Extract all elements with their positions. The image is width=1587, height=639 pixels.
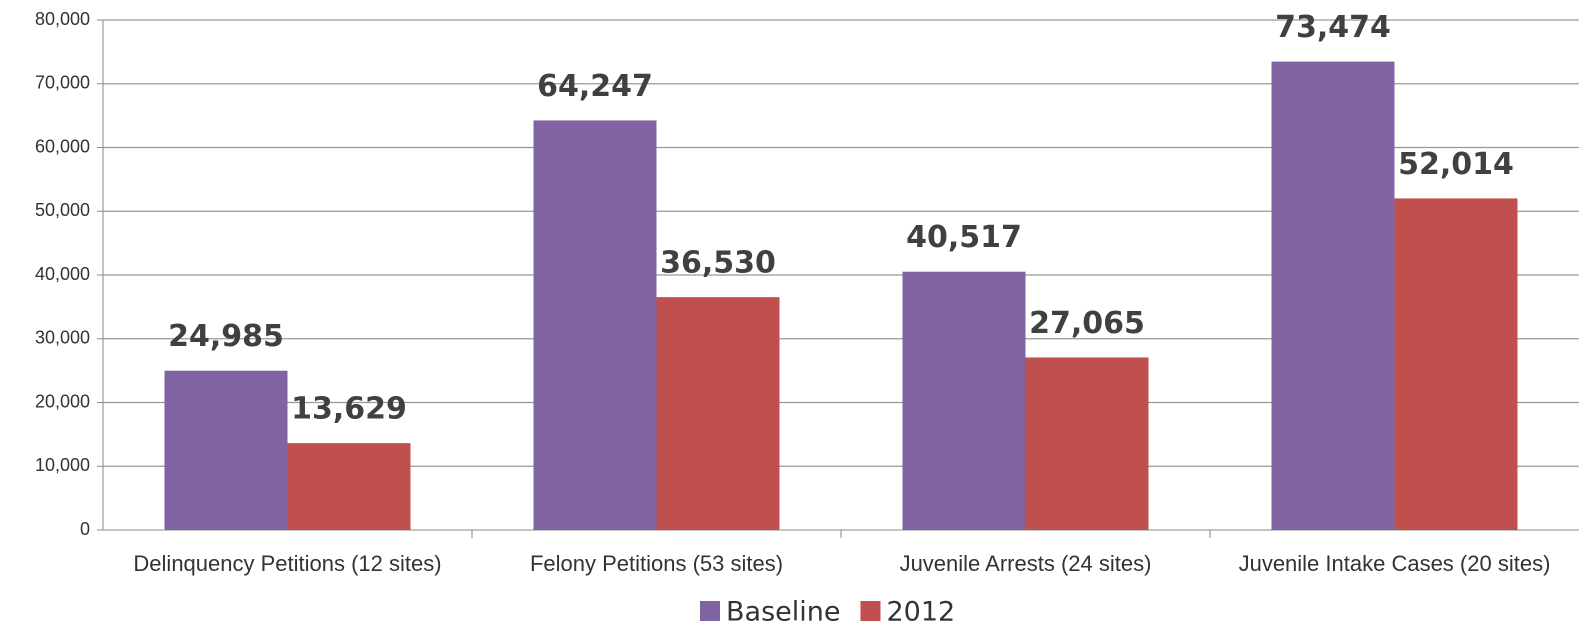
y-tick-label: 20,000: [35, 391, 90, 411]
bar: [164, 370, 288, 530]
x-tick-label: Juvenile Intake Cases (20 sites): [1239, 551, 1551, 576]
y-tick-label: 50,000: [35, 200, 90, 220]
y-tick-label: 80,000: [35, 9, 90, 29]
data-label: 24,985: [168, 319, 284, 354]
legend-label: 2012: [886, 597, 955, 628]
legend-swatch: [860, 601, 881, 621]
data-label: 36,530: [660, 246, 776, 281]
x-tick-label: Felony Petitions (53 sites): [530, 551, 783, 576]
y-tick-label: 60,000: [35, 136, 90, 156]
bar: [1025, 357, 1149, 530]
y-tick-label: 10,000: [35, 455, 90, 475]
legend-swatch: [700, 601, 720, 621]
bar: [902, 271, 1026, 530]
x-tick-label: Juvenile Arrests (24 sites): [900, 551, 1152, 576]
data-label: 13,629: [291, 392, 407, 427]
bar: [287, 443, 411, 530]
data-label: 40,517: [906, 220, 1022, 255]
data-label: 73,474: [1275, 10, 1391, 45]
bar: [656, 297, 780, 530]
bar: [1271, 61, 1395, 531]
y-tick-label: 70,000: [35, 73, 90, 93]
data-label: 27,065: [1029, 306, 1145, 341]
legend-label: Baseline: [726, 597, 840, 628]
y-tick-label: 40,000: [35, 264, 90, 284]
bar: [1394, 198, 1518, 530]
x-tick-label: Delinquency Petitions (12 sites): [133, 551, 441, 576]
bar: [533, 120, 657, 530]
data-label: 64,247: [537, 69, 653, 104]
data-label: 52,014: [1398, 147, 1514, 182]
y-tick-label: 0: [80, 519, 90, 539]
y-tick-label: 30,000: [35, 328, 90, 348]
